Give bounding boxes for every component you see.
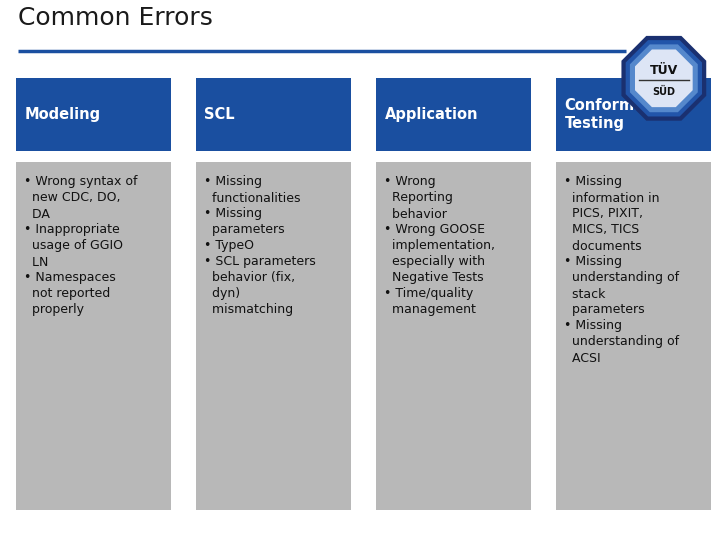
FancyBboxPatch shape — [196, 162, 351, 510]
Text: • Wrong
  Reporting
  behavior
• Wrong GOOSE
  implementation,
  especially with: • Wrong Reporting behavior • Wrong GOOSE… — [384, 176, 495, 316]
Text: Modeling: Modeling — [24, 107, 101, 122]
FancyBboxPatch shape — [376, 162, 531, 510]
Text: • Missing
  functionalities
• Missing
  parameters
• TypeO
• SCL parameters
  be: • Missing functionalities • Missing para… — [204, 176, 316, 316]
Text: • Wrong syntax of
  new CDC, DO,
  DA
• Inappropriate
  usage of GGIO
  LN
• Nam: • Wrong syntax of new CDC, DO, DA • Inap… — [24, 176, 138, 316]
Text: • Missing
  information in
  PICS, PIXIT,
  MICS, TICS
  documents
• Missing
  u: • Missing information in PICS, PIXIT, MI… — [564, 176, 680, 364]
Polygon shape — [626, 40, 702, 117]
Text: Common Errors: Common Errors — [18, 6, 213, 30]
Polygon shape — [635, 50, 693, 107]
Polygon shape — [621, 36, 706, 121]
Text: SCL: SCL — [204, 107, 235, 122]
FancyBboxPatch shape — [556, 78, 711, 151]
Text: Application: Application — [384, 107, 478, 122]
FancyBboxPatch shape — [556, 162, 711, 510]
FancyBboxPatch shape — [196, 78, 351, 151]
Text: TÜV: TÜV — [649, 64, 678, 77]
FancyBboxPatch shape — [16, 78, 171, 151]
Text: SÜD: SÜD — [652, 87, 675, 97]
FancyBboxPatch shape — [376, 78, 531, 151]
FancyBboxPatch shape — [16, 162, 171, 510]
Polygon shape — [630, 44, 698, 112]
Text: Conformance
Testing: Conformance Testing — [564, 98, 674, 131]
